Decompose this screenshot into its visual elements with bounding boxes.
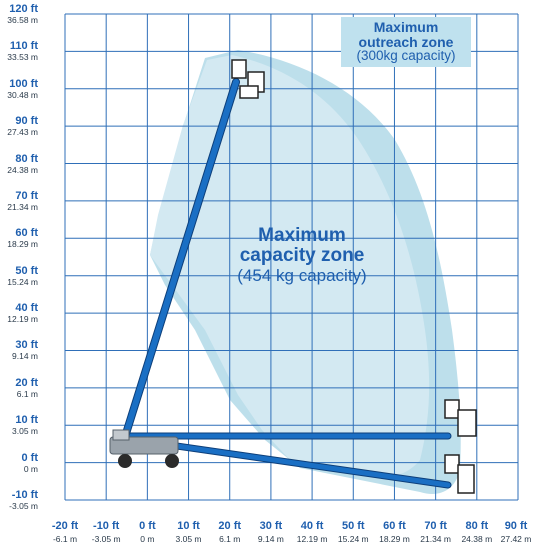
x-axis-label-ft: 80 ft (465, 520, 489, 532)
y-axis-label-ft: 30 ft (15, 339, 38, 352)
y-axis-label-m: 18.29 m (7, 239, 38, 250)
grid-lines (64, 13, 519, 501)
x-axis-label-m: -3.05 m (91, 534, 121, 544)
y-axis-label: 90 ft 27.43 m (0, 116, 38, 137)
y-axis-label-m: 24.38 m (7, 164, 38, 175)
capacity-zone-shape (150, 55, 430, 478)
y-axis-label-ft: 50 ft (15, 264, 38, 277)
x-axis-label-ft: 50 ft (341, 520, 365, 532)
y-axis-label-m: 30.48 m (7, 89, 38, 100)
y-axis-label: 50 ft 15.24 m (0, 264, 38, 287)
y-axis-label-ft: 90 ft (15, 115, 38, 128)
capacity-zone-title-2: capacity zone (239, 244, 365, 266)
x-axis-label-ft: -10 ft (93, 520, 120, 532)
y-axis-label: 100 ft 30.48 m (0, 77, 38, 100)
y-axis-label-ft: 80 ft (15, 152, 38, 165)
y-axis-label-ft: 20 ft (15, 376, 38, 389)
y-axis-label-m: 15.24 m (7, 276, 38, 287)
y-axis-label-m: 3.05 m (12, 426, 38, 437)
y-axis-label-ft: 10 ft (15, 414, 38, 427)
x-axis-label-m: 24.38 m (461, 534, 493, 544)
x-axis-label: 90 ft 27.42 m (494, 521, 538, 544)
x-axis-label-ft: 30 ft (259, 520, 283, 532)
x-axis-label: 70 ft 21.34 m (414, 521, 458, 544)
capacity-zone-label: Maximum capacity zone (454 kg capacity) (212, 226, 392, 285)
x-axis-label-m: 6.1 m (219, 534, 241, 544)
x-axis-label: -10 ft -3.05 m (84, 521, 128, 544)
y-axis-label: 60 ft 18.29 m (0, 228, 38, 249)
x-axis-label: 60 ft 18.29 m (372, 521, 416, 544)
y-axis-label-m: 21.34 m (7, 201, 38, 212)
x-axis-label-ft: 0 ft (139, 520, 156, 532)
x-axis-label-ft: 90 ft (504, 520, 528, 532)
y-axis-label-ft: 100 ft (9, 77, 38, 90)
y-axis-label-m: -3.05 m (9, 501, 38, 511)
x-axis-label-m: 18.29 m (379, 534, 410, 544)
y-axis-label: 0 ft 0 m (0, 451, 39, 474)
y-axis-label-ft: 110 ft (9, 40, 38, 53)
x-axis-label: 40 ft 12.19 m (290, 521, 334, 544)
x-axis-label-m: 15.24 m (337, 534, 369, 544)
y-axis-label-m: 6.1 m (16, 388, 38, 399)
x-axis-label: 50 ft 15.24 m (331, 521, 375, 544)
outreach-zone-title-2: outreach zone (358, 33, 454, 50)
x-axis-label-m: 3.05 m (175, 534, 202, 544)
y-axis-label-m: 0 m (23, 463, 38, 474)
y-axis-label: 120 ft 36.58 m (0, 4, 38, 25)
x-axis-label: -20 ft -6.1 m (43, 521, 87, 544)
y-axis-label: -10 ft -3.05 m (0, 490, 38, 511)
x-axis-label-m: 12.19 m (296, 534, 328, 544)
y-axis-label-ft: -10 ft (11, 489, 38, 501)
y-axis-label-m: 33.53 m (7, 52, 38, 63)
outreach-zone-capacity: (300kg capacity) (356, 48, 456, 64)
x-axis-label-m: 27.42 m (500, 534, 532, 544)
y-axis-label-m: 36.58 m (7, 15, 38, 25)
x-axis-label-ft: 20 ft (218, 520, 242, 532)
y-axis-label-ft: 120 ft (9, 3, 38, 15)
x-axis-label: 80 ft 24.38 m (455, 521, 499, 544)
y-axis-label: 70 ft 21.34 m (0, 189, 38, 212)
x-axis-label-m: -6.1 m (52, 534, 78, 544)
y-axis-label-ft: 0 ft (21, 451, 39, 464)
x-axis-label-m: 0 m (140, 534, 155, 544)
outreach-zone-label: Maximum outreach zone (300kg capacity) (341, 17, 471, 67)
x-axis-label-ft: 10 ft (177, 520, 200, 532)
outreach-zone-title-1: Maximum (373, 19, 439, 35)
y-axis-label: 20 ft 6.1 m (0, 376, 38, 399)
y-axis-label-m: 9.14 m (12, 351, 38, 362)
capacity-zone-title-1: Maximum (258, 225, 346, 246)
y-axis-label-ft: 40 ft (15, 302, 38, 315)
x-axis-label-ft: 60 ft (383, 520, 406, 532)
y-axis-label-m: 12.19 m (7, 314, 38, 325)
y-axis-label: 110 ft 33.53 m (0, 41, 38, 62)
capacity-zone-capacity: (454 kg capacity) (237, 265, 367, 285)
x-axis-label-m: 21.34 m (420, 534, 451, 544)
boom-lift-machine (109, 59, 477, 494)
x-axis-label: 0 ft 0 m (125, 521, 169, 544)
x-axis-label-ft: -20 ft (51, 520, 79, 532)
y-axis-label-m: 27.43 m (7, 127, 38, 138)
y-axis-label: 30 ft 9.14 m (0, 340, 38, 361)
x-axis-label: 30 ft 9.14 m (249, 521, 293, 544)
y-axis-label: 40 ft 12.19 m (0, 303, 38, 324)
y-axis-label: 10 ft 3.05 m (0, 415, 38, 436)
y-axis-label-ft: 70 ft (15, 189, 38, 202)
x-axis-label: 20 ft 6.1 m (208, 521, 252, 544)
y-axis-label: 80 ft 24.38 m (0, 152, 38, 175)
y-axis-label-ft: 60 ft (15, 227, 38, 240)
x-axis-label-ft: 40 ft (300, 520, 324, 532)
x-axis-label: 10 ft 3.05 m (167, 521, 211, 544)
x-axis-label-ft: 70 ft (424, 520, 447, 532)
x-axis-label-m: 9.14 m (257, 534, 284, 544)
